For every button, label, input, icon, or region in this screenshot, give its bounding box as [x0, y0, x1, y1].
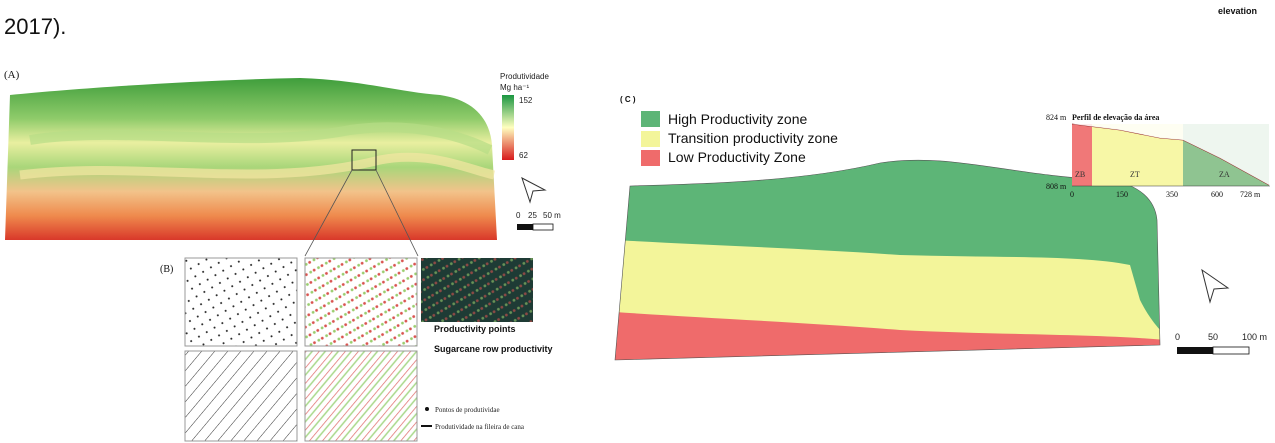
- north-arrow: [1202, 270, 1228, 302]
- legend-text: Transition productivity zone: [668, 130, 838, 146]
- scale-label: 50: [1208, 332, 1218, 342]
- panel-label: ( C ): [620, 95, 636, 104]
- scale-label: 25: [528, 211, 537, 220]
- profile-zone-label: ZT: [1130, 170, 1140, 179]
- legend-swatch: [641, 111, 660, 127]
- legend-min: 62: [519, 151, 528, 160]
- north-arrow: [522, 178, 545, 202]
- legend-swatch: [641, 131, 660, 147]
- legend-swatch: [641, 150, 660, 166]
- scale-bar: [1213, 347, 1249, 354]
- image-overlay: [421, 258, 533, 322]
- color-bar: [502, 95, 514, 160]
- legend-title: Produtividade: [500, 72, 549, 81]
- legend-text: Pontos de produtividae: [435, 406, 500, 414]
- scale-bar: [1177, 347, 1213, 354]
- legend-symbol: [425, 407, 429, 411]
- profile-y-label: 824 m: [1046, 113, 1067, 122]
- profile-title: Perfil de elevação da área: [1072, 113, 1159, 122]
- profile-y-label: 808 m: [1046, 182, 1067, 191]
- profile-zone-label: ZB: [1075, 170, 1085, 179]
- colored-rows-panel: [305, 351, 417, 441]
- points-panel: [185, 258, 297, 346]
- figure: 2017). elevation (A) Produtividade Mg ha…: [0, 0, 1275, 443]
- profile-x-label: 350: [1166, 190, 1178, 199]
- scale-label: 0: [1175, 332, 1180, 342]
- panel-label: (A): [4, 69, 20, 81]
- legend-text: Produtividade na fileira de cana: [435, 423, 525, 431]
- profile-x-label: 150: [1116, 190, 1128, 199]
- profile-x-label: 600: [1211, 190, 1223, 199]
- scale-label: 50 m: [543, 211, 561, 220]
- legend-text: High Productivity zone: [668, 111, 808, 127]
- colored-points-panel: [305, 258, 417, 346]
- legend-unit: Mg ha⁻¹: [500, 83, 529, 92]
- legend-max: 152: [519, 96, 533, 105]
- caption: Productivity points: [434, 324, 516, 334]
- panel-label: (B): [160, 264, 173, 275]
- scale-label: 0: [516, 211, 521, 220]
- intro-text: 2017).: [4, 14, 66, 39]
- rows-panel: [185, 351, 297, 441]
- legend-text: Low Productivity Zone: [668, 149, 806, 165]
- scale-label: 100 m: [1242, 332, 1267, 342]
- caption: Sugarcane row productivity: [434, 344, 553, 354]
- scale-bar: [517, 224, 533, 230]
- profile-x-label: 0: [1070, 190, 1074, 199]
- header-text: elevation: [1218, 6, 1257, 16]
- profile-x-label: 728 m: [1240, 190, 1261, 199]
- scale-bar: [533, 224, 553, 230]
- profile-zone-label: ZA: [1219, 170, 1230, 179]
